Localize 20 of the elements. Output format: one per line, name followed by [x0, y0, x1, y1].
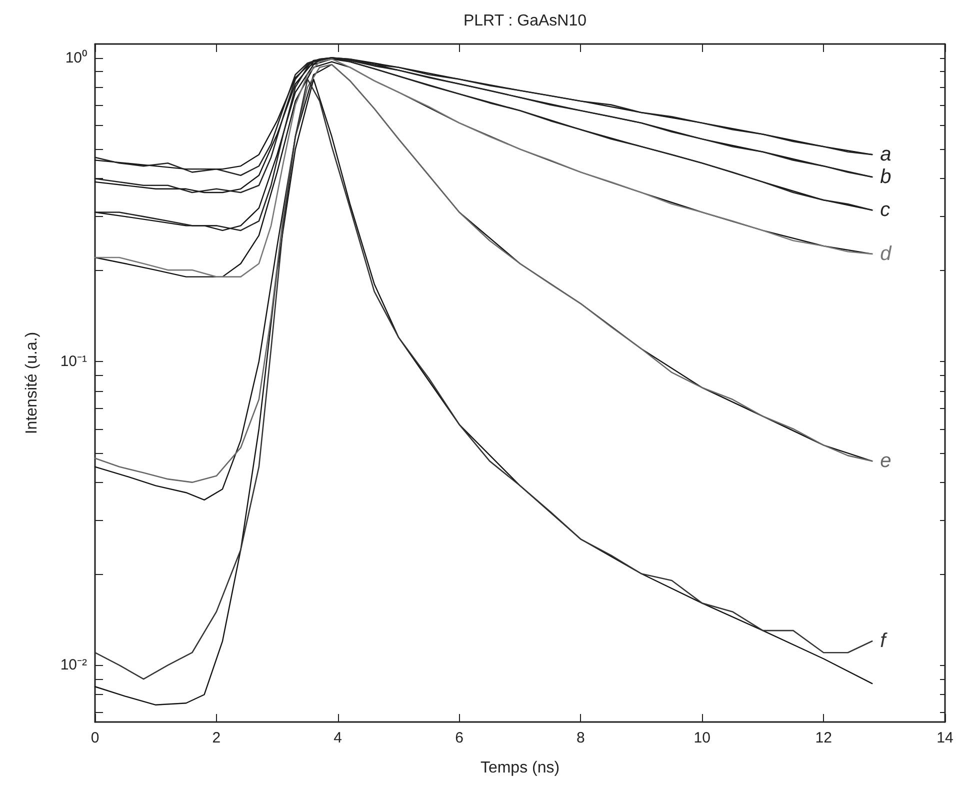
y-tick-label: 10⁻¹: [60, 352, 87, 370]
chart-title: PLRT : GaAsN10: [463, 12, 587, 30]
y-tick-label: 10⁻²: [60, 656, 87, 674]
x-tick-label: 8: [576, 730, 585, 746]
x-tick-label: 0: [90, 730, 100, 746]
x-tick-label: 10: [694, 730, 710, 746]
series-label: d: [880, 242, 892, 265]
series-label: b: [880, 166, 892, 188]
x-tick-label: 12: [815, 730, 832, 746]
x-tick-label: 6: [455, 730, 464, 746]
series-label: f: [880, 630, 888, 652]
series-label: a: [880, 144, 892, 166]
series-label: c: [880, 199, 890, 222]
y-axis-title: Intensité (u.a.): [24, 332, 40, 434]
x-tick-label: 2: [212, 730, 221, 746]
x-tick-label: 4: [334, 730, 342, 746]
series-label: e: [880, 450, 892, 472]
x-tick-label: 14: [936, 730, 954, 746]
y-tick-label: 10⁰: [65, 49, 87, 66]
x-axis-title: Temps (ns): [480, 760, 560, 776]
